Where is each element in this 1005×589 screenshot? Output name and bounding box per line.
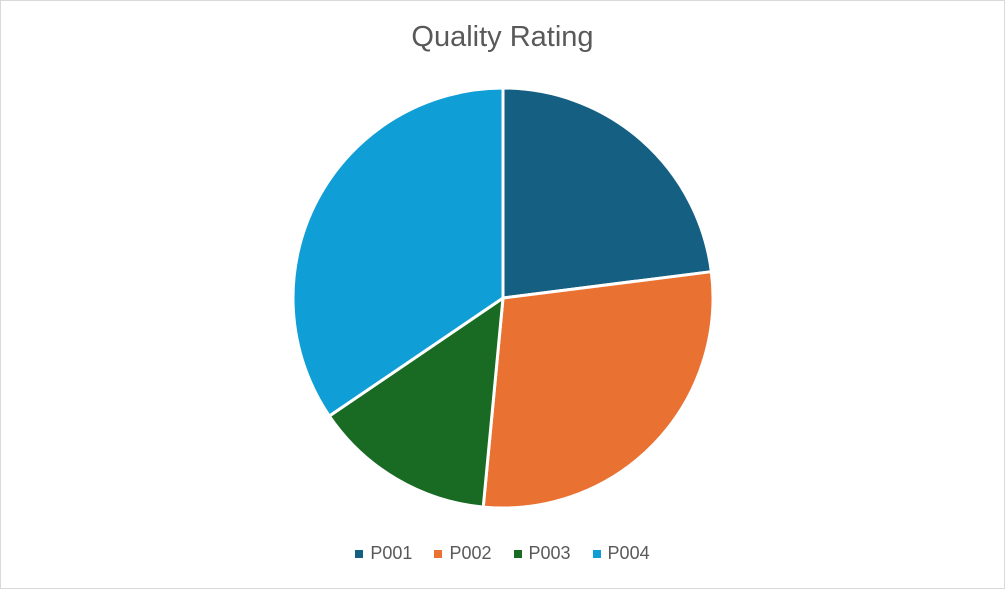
pie-slice-p002 <box>481 270 715 510</box>
chart-title: Quality Rating <box>411 21 594 53</box>
pie-slice-p004 <box>291 86 505 418</box>
pie-slice-p001 <box>501 86 713 300</box>
legend-item-p002: P002 <box>434 543 492 564</box>
pie-slices <box>291 86 715 510</box>
legend-item-p001: P001 <box>355 543 412 564</box>
legend-label: P003 <box>528 543 571 563</box>
legend-swatch <box>592 549 601 558</box>
pie-slice-p003 <box>327 296 505 509</box>
legend-label: P002 <box>449 543 492 563</box>
chart-legend: P001 P002 P003 P004 <box>0 543 1005 564</box>
legend-swatch <box>355 549 364 558</box>
legend-item-p003: P003 <box>513 543 571 564</box>
legend-label: P004 <box>607 543 650 563</box>
legend-item-p004: P004 <box>592 543 650 564</box>
legend-label: P001 <box>370 543 413 563</box>
legend-swatch <box>513 549 522 558</box>
legend-swatch <box>434 549 443 558</box>
